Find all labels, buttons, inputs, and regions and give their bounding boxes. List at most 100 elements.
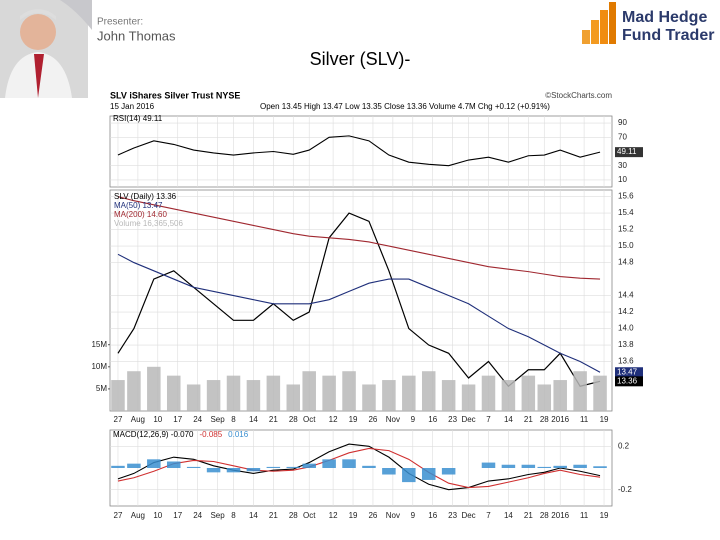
x-tick-label: 26	[368, 511, 377, 520]
x-tick-label: 9	[411, 511, 416, 520]
x-tick-label: Sep	[210, 415, 225, 424]
x-tick-label: 19	[600, 511, 609, 520]
chart-quote: Open 13.45 High 13.47 Low 13.35 Close 13…	[260, 102, 550, 111]
legend-entry: MACD(12,26,9) -0.070	[113, 430, 194, 439]
x-tick-label: 16	[428, 415, 437, 424]
y-tick-label: 10M	[91, 362, 107, 371]
bar	[111, 380, 125, 411]
x-tick-label: Dec	[461, 511, 475, 520]
series-line	[117, 135, 601, 167]
y-tick-label: 10	[618, 175, 627, 184]
legend-entry: RSI(14) 49.11	[113, 114, 163, 123]
x-tick-label: 14	[504, 511, 513, 520]
bar	[147, 459, 161, 468]
logo-text: Fund Trader	[622, 27, 714, 44]
x-tick-label: Oct	[303, 415, 316, 424]
value-box-label: 13.36	[617, 376, 638, 385]
logo-text: Mad Hedge	[622, 9, 707, 26]
x-tick-label: 17	[173, 511, 182, 520]
bar	[342, 371, 356, 411]
x-tick-label: 27	[114, 415, 123, 424]
x-tick-label: 14	[249, 415, 258, 424]
presenter-name: John Thomas	[97, 28, 176, 43]
y-tick-label: 15.0	[618, 241, 634, 250]
legend-entry: MA(50) 13.47	[114, 201, 163, 210]
series-line	[117, 196, 601, 280]
legend-entry: 0.016	[228, 430, 249, 439]
x-tick-label: 11	[580, 415, 589, 424]
bar	[166, 375, 181, 411]
legend-entry: SLV (Daily) 13.36	[114, 192, 177, 201]
value-box-label: 49.11	[617, 147, 637, 156]
bar	[382, 380, 396, 411]
y-tick-label: 15M	[91, 340, 107, 349]
x-tick-label: 21	[269, 415, 278, 424]
x-tick-label: 24	[193, 415, 202, 424]
bar	[441, 380, 456, 411]
bar	[246, 380, 261, 411]
y-tick-label: 15.6	[618, 192, 634, 201]
y-tick-label: 30	[618, 161, 627, 170]
legend-entry: Volume 16,365,506	[114, 219, 183, 228]
bar	[322, 375, 336, 411]
bar	[286, 384, 301, 411]
y-tick-label: 15.4	[618, 208, 634, 217]
bar	[127, 463, 141, 468]
x-tick-label: Dec	[461, 415, 475, 424]
x-tick-label: 19	[600, 415, 609, 424]
y-tick-label: 13.6	[618, 357, 634, 366]
page-curl	[60, 0, 92, 30]
x-tick-label: 16	[428, 511, 437, 520]
x-tick-label: 28	[540, 511, 549, 520]
x-tick-label: 21	[524, 511, 533, 520]
x-tick-label: 7	[486, 415, 491, 424]
x-tick-label: 2016	[551, 511, 569, 520]
x-tick-label: 28	[289, 415, 298, 424]
bar	[206, 468, 221, 473]
bar	[147, 366, 161, 411]
bar	[111, 465, 125, 468]
bar	[166, 461, 181, 468]
bar	[402, 375, 416, 411]
bar	[521, 375, 536, 411]
y-tick-label: 14.4	[618, 291, 634, 300]
x-tick-label: 21	[269, 511, 278, 520]
series-line	[117, 447, 601, 489]
bar	[421, 371, 436, 411]
bar	[362, 465, 376, 468]
bar	[573, 464, 587, 468]
bar	[127, 371, 141, 411]
value-box	[615, 376, 643, 387]
bar	[593, 375, 607, 411]
bar	[421, 468, 436, 480]
x-tick-label: 26	[368, 415, 377, 424]
x-tick-label: 8	[231, 415, 236, 424]
bar	[302, 463, 316, 468]
bar	[573, 371, 587, 411]
bar	[501, 380, 516, 411]
x-tick-label: 27	[114, 511, 123, 520]
y-tick-label: 14.8	[618, 258, 634, 267]
x-tick-label: 10	[153, 511, 162, 520]
bar	[186, 384, 201, 411]
logo-mark	[582, 2, 616, 44]
bar	[593, 466, 607, 468]
chart-source: ©StockCharts.com	[545, 91, 612, 100]
x-tick-label: 23	[448, 415, 457, 424]
bar	[553, 380, 567, 411]
bar	[481, 462, 496, 468]
bar	[206, 380, 221, 411]
series-line	[117, 253, 601, 373]
bar	[186, 466, 201, 468]
photo-face	[20, 14, 56, 50]
x-tick-label: 17	[173, 415, 182, 424]
y-tick-label: 13.8	[618, 340, 634, 349]
x-tick-label: 14	[249, 511, 258, 520]
x-tick-label: 8	[231, 511, 236, 520]
x-tick-label: 9	[411, 415, 416, 424]
bar	[461, 384, 476, 411]
series-line	[117, 212, 601, 388]
x-tick-label: 12	[329, 511, 338, 520]
bar	[226, 468, 241, 473]
